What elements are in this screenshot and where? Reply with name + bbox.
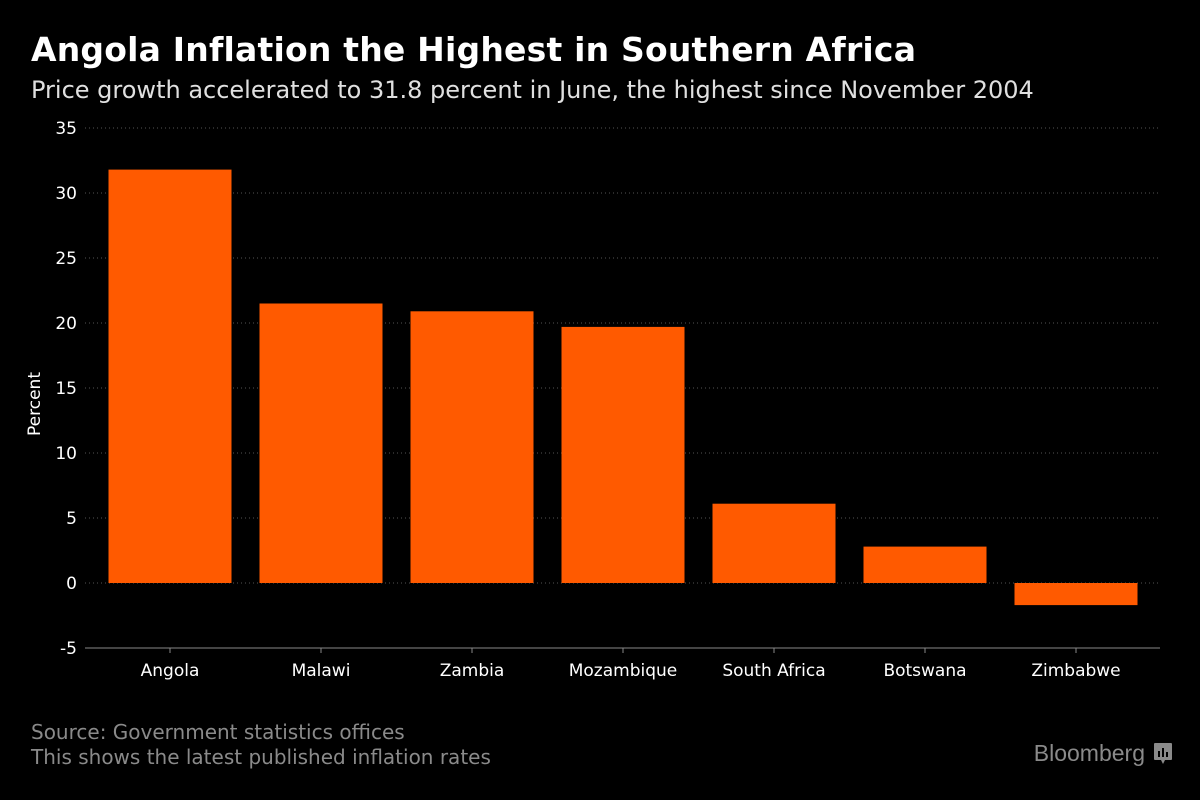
- bar-angola: [108, 169, 232, 583]
- x-tick-label: Angola: [141, 661, 200, 681]
- x-tick-label: Mozambique: [569, 661, 678, 681]
- x-tick-label: Zambia: [440, 661, 505, 681]
- y-tick-label: 25: [55, 249, 77, 269]
- bloomberg-logo: Bloomberg: [1034, 740, 1173, 767]
- bar-malawi: [259, 303, 383, 583]
- bar-botswana: [863, 546, 987, 583]
- bar-mozambique: [561, 326, 685, 583]
- bar-zimbabwe: [1014, 583, 1138, 606]
- logo-text: Bloomberg: [1033, 740, 1145, 766]
- footer: Source: Government statistics offices Th…: [31, 720, 491, 770]
- source-note: Source: Government statistics offices: [31, 720, 405, 744]
- x-tick-label: Botswana: [883, 661, 966, 681]
- x-tick-label: South Africa: [722, 661, 825, 681]
- chart-subtitle: Price growth accelerated to 31.8 percent…: [31, 76, 1034, 104]
- y-axis-label: Percent: [25, 372, 45, 436]
- y-tick-label: 5: [66, 509, 77, 529]
- x-tick-label: Malawi: [292, 661, 351, 681]
- chart-title: Angola Inflation the Highest in Southern…: [31, 30, 917, 69]
- bar-zambia: [410, 311, 534, 583]
- bar-south-africa: [712, 503, 836, 583]
- y-tick-label: 0: [66, 574, 77, 594]
- y-tick-label: 10: [55, 444, 77, 464]
- y-tick-label: 30: [55, 184, 77, 204]
- x-tick-label: Zimbabwe: [1031, 661, 1120, 681]
- y-tick-label: -5: [60, 639, 77, 659]
- bloomberg-chart-icon: [1154, 742, 1172, 764]
- y-tick-label: 35: [55, 119, 77, 139]
- footnote: This shows the latest published inflatio…: [31, 745, 491, 769]
- y-tick-label: 20: [55, 314, 77, 334]
- y-tick-label: 15: [55, 379, 77, 399]
